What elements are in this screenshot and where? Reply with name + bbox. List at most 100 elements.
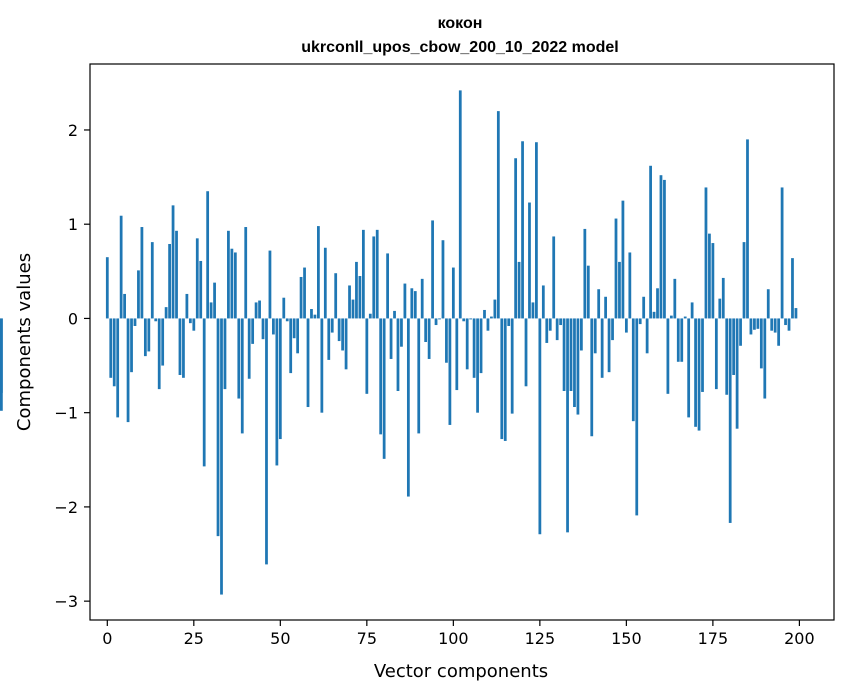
bar-142 xyxy=(597,289,601,319)
bar-34 xyxy=(223,318,227,390)
x-axis: 0 25 50 75 100 125 150 175 200 xyxy=(102,620,815,648)
bar-125 xyxy=(538,318,542,535)
bar-1 xyxy=(109,318,113,378)
bar-133 xyxy=(566,318,569,533)
bar-97 xyxy=(441,240,445,319)
bar-50 xyxy=(278,318,282,440)
bar-3 xyxy=(116,318,120,418)
bar-176 xyxy=(714,318,718,390)
bar-60 xyxy=(313,314,317,319)
bar-196 xyxy=(784,318,787,326)
bar-10 xyxy=(140,227,144,319)
bar-99 xyxy=(448,318,452,425)
bar-182 xyxy=(735,318,739,429)
bar-170 xyxy=(694,318,697,427)
bar-116 xyxy=(507,318,511,326)
bar-110 xyxy=(486,318,490,331)
bar-46 xyxy=(265,318,268,565)
x-tick-label: 75 xyxy=(357,629,377,648)
bar-166 xyxy=(680,318,684,362)
bar-15 xyxy=(157,318,161,390)
bar-144 xyxy=(604,296,607,319)
bar-83 xyxy=(393,310,396,319)
y-tick-label: −2 xyxy=(54,498,78,517)
bar-6 xyxy=(126,318,130,423)
bar-167 xyxy=(683,316,687,319)
bar-13 xyxy=(150,242,154,319)
bar-81 xyxy=(386,253,389,319)
bar-140 xyxy=(590,318,594,437)
bar-124 xyxy=(535,142,538,319)
bar-102 xyxy=(458,90,462,319)
bar-0 xyxy=(105,257,109,319)
bar-137 xyxy=(580,318,583,351)
x-tick-label: 175 xyxy=(698,629,729,648)
bar-173 xyxy=(704,187,708,319)
bar-113 xyxy=(496,111,500,319)
bar-49 xyxy=(275,318,279,466)
bar-195 xyxy=(780,187,784,319)
bar-188 xyxy=(756,318,760,329)
bar-163 xyxy=(669,315,673,319)
bar-98 xyxy=(445,318,448,363)
bar-121 xyxy=(524,318,528,387)
bar-95 xyxy=(434,318,438,326)
bar-179 xyxy=(725,318,729,395)
bar-68 xyxy=(341,318,344,351)
bar-151 xyxy=(628,252,632,319)
bar-14 xyxy=(154,318,158,322)
bar-107 xyxy=(476,318,479,413)
x-tick-label: 200 xyxy=(784,629,815,648)
bar-39 xyxy=(240,318,244,434)
bar-90 xyxy=(417,318,421,434)
bar-130 xyxy=(555,318,559,341)
x-tick-label: 0 xyxy=(102,629,112,648)
bar-32 xyxy=(216,318,220,537)
bar-55 xyxy=(296,318,300,354)
bar-178 xyxy=(721,277,725,319)
bar-20 xyxy=(175,230,178,319)
bar-53 xyxy=(289,318,293,374)
y-tick-label: −3 xyxy=(54,592,78,611)
bar-73 xyxy=(358,276,362,319)
x-tick-label: 50 xyxy=(270,629,290,648)
bar-194 xyxy=(777,318,781,346)
bar-177 xyxy=(718,298,722,319)
bar-18 xyxy=(168,243,171,319)
bar-168 xyxy=(687,318,691,418)
bar-187 xyxy=(753,318,756,330)
bar-183 xyxy=(739,318,742,346)
bar-22 xyxy=(182,318,185,378)
bar-28 xyxy=(202,318,206,467)
bar-189 xyxy=(759,318,763,369)
bar-191 xyxy=(766,289,770,319)
bar-59 xyxy=(310,309,313,319)
bar-92 xyxy=(424,318,428,342)
bar-36 xyxy=(230,248,234,319)
bar-104 xyxy=(465,318,469,370)
bar-29 xyxy=(206,191,210,319)
bar-75 xyxy=(365,318,369,394)
bar-180 xyxy=(728,318,732,523)
chart-title: кокон xyxy=(438,15,483,32)
bar-48 xyxy=(272,318,275,335)
bar-157 xyxy=(649,165,652,319)
bar-103 xyxy=(462,318,466,322)
bar-136 xyxy=(576,318,580,415)
bar-105 xyxy=(469,318,473,320)
bar-134 xyxy=(569,318,573,391)
bar-47 xyxy=(268,250,272,319)
bar-120 xyxy=(521,141,524,319)
bar-67 xyxy=(337,318,341,342)
bar-58 xyxy=(306,318,310,408)
x-tick-label: 125 xyxy=(525,629,556,648)
y-tick-label: 2 xyxy=(68,121,78,140)
plot-frame xyxy=(89,63,835,621)
bar-65 xyxy=(330,318,334,333)
bar-61 xyxy=(317,226,320,319)
bar-17 xyxy=(164,307,168,319)
y-tick-label: 0 xyxy=(68,309,78,328)
x-tick-label: 25 xyxy=(184,629,204,648)
bar-2 xyxy=(112,318,116,387)
